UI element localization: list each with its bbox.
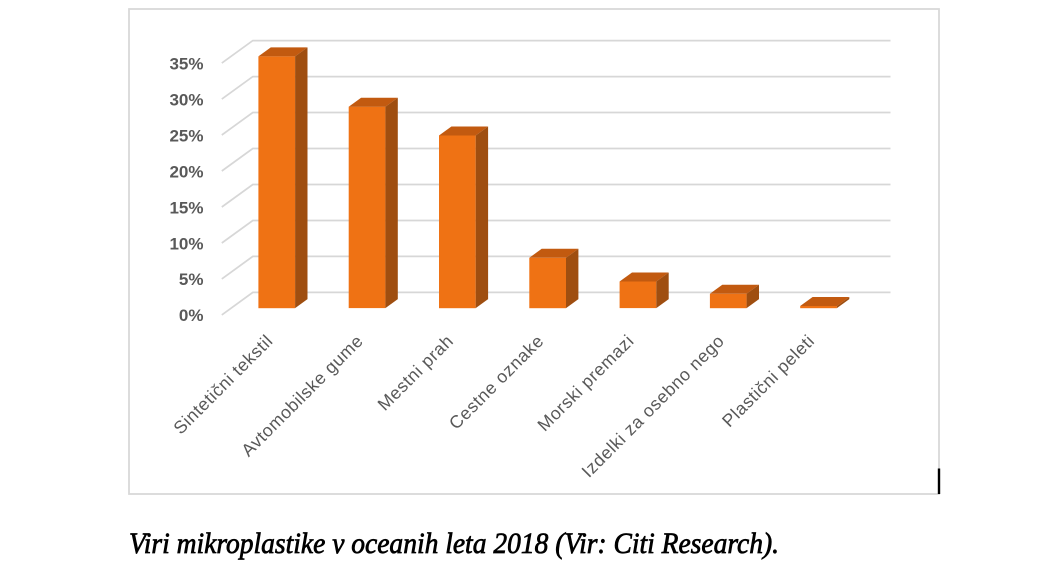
svg-text:20%: 20% [169,162,203,181]
svg-text:15%: 15% [169,198,203,217]
svg-text:5%: 5% [179,270,204,289]
svg-text:Viri mikroplastike v oceanih l: Viri mikroplastike v oceanih leta 2018 (… [129,527,779,560]
svg-text:25%: 25% [169,126,203,145]
svg-text:30%: 30% [169,90,203,109]
svg-text:35%: 35% [169,54,203,73]
svg-text:0%: 0% [179,306,204,325]
svg-text:10%: 10% [169,234,203,253]
